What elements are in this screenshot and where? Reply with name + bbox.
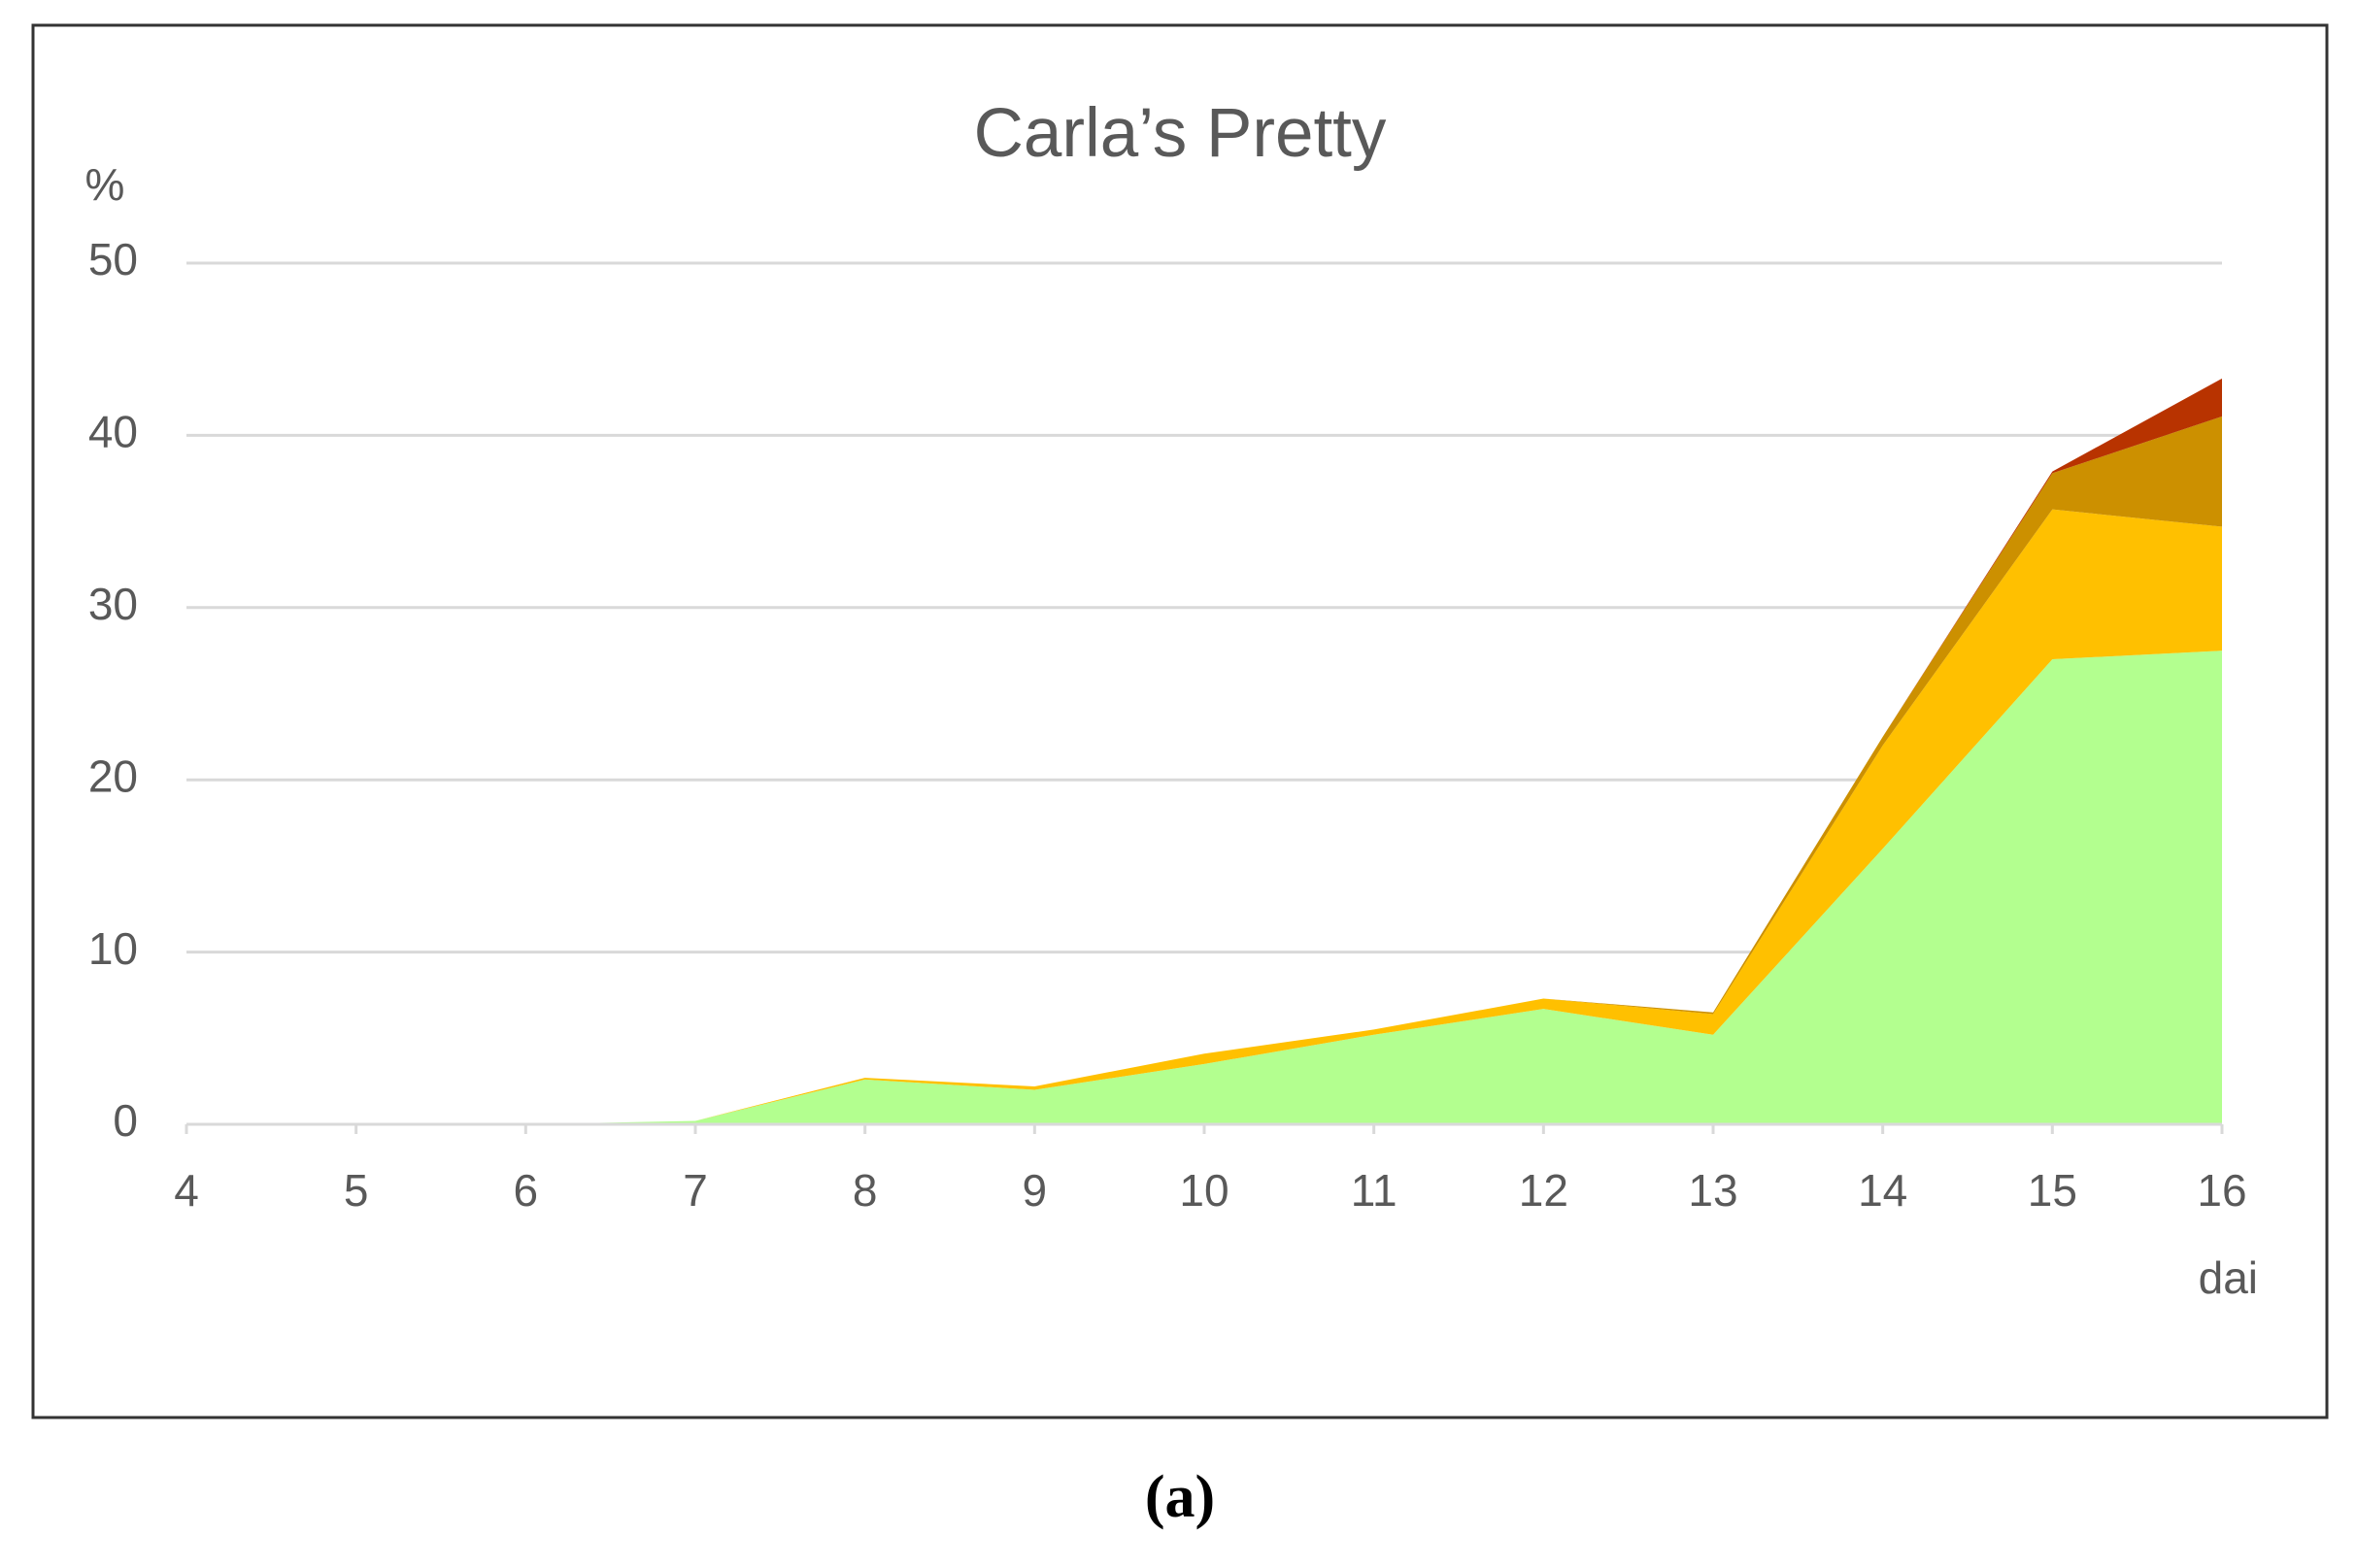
x-tick-label: 4 (174, 1165, 199, 1216)
chart-title: Carla’s Pretty (974, 95, 1387, 172)
x-tick-label: 6 (514, 1165, 539, 1216)
y-tick-label: 0 (113, 1095, 138, 1146)
x-tick-label: 11 (1351, 1165, 1397, 1216)
y-axis-label: % (85, 159, 125, 210)
x-tick-label: 12 (1519, 1165, 1568, 1216)
x-tick-label: 13 (1688, 1165, 1737, 1216)
x-tick-label: 8 (853, 1165, 878, 1216)
caption: (a) (1145, 1464, 1215, 1530)
x-tick-label: 15 (2028, 1165, 2077, 1216)
area (186, 509, 2222, 1124)
x-axis-label: dai (2199, 1252, 2258, 1303)
y-tick-label: 40 (88, 407, 138, 457)
y-tick-label: 10 (88, 923, 138, 974)
x-tick-label: 10 (1179, 1165, 1229, 1216)
x-tick-label: 5 (344, 1165, 369, 1216)
y-tick-label: 20 (88, 751, 138, 801)
x-tick-label: 14 (1858, 1165, 1907, 1216)
y-tick-label: 50 (88, 234, 138, 284)
area (186, 651, 2222, 1124)
x-tick-label: 16 (2197, 1165, 2246, 1216)
x-tick-label: 9 (1023, 1165, 1048, 1216)
y-tick-label: 30 (88, 579, 138, 629)
x-tick-label: 7 (683, 1165, 708, 1216)
